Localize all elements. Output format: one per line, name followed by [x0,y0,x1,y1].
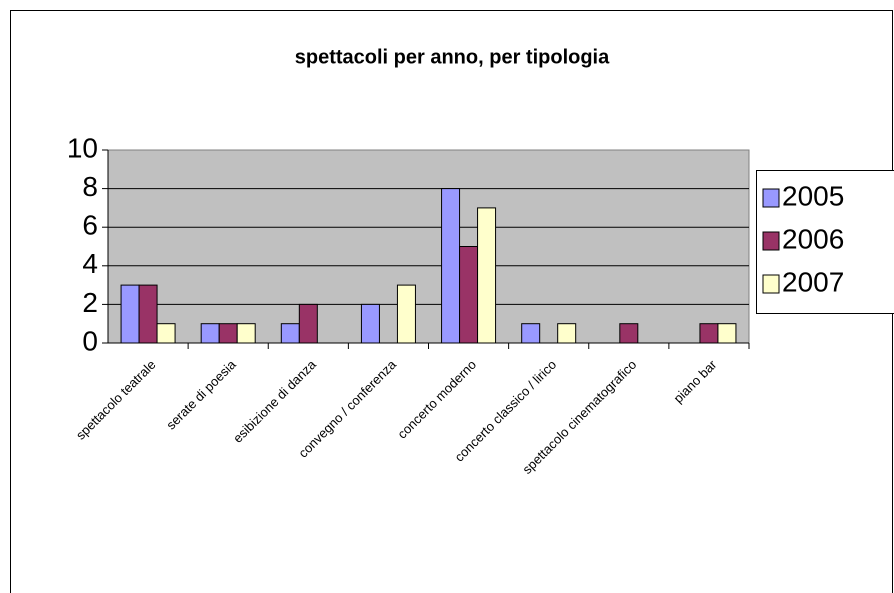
legend-label: 2006 [782,223,844,254]
bar [236,323,256,344]
bar [557,323,577,344]
bar [156,323,176,344]
y-tick-label: 4 [82,248,98,279]
bar [619,323,639,344]
bar [280,323,300,344]
legend-label: 2007 [782,266,844,297]
bar [459,246,479,344]
bar [218,323,238,344]
bar [477,207,497,344]
y-tick-label: 2 [82,287,98,318]
bar [360,303,380,344]
legend-swatch [762,188,780,208]
bar [717,323,737,344]
bar [120,284,140,344]
y-tick-label: 6 [82,210,98,241]
bar [138,284,158,344]
y-tick-label: 0 [82,325,98,356]
plot-area [107,149,750,344]
bar [298,303,318,344]
bar [699,323,719,344]
bar [441,188,461,344]
y-tick-label: 10 [67,132,98,163]
chart-title: spettacoli per anno, per tipologia [295,46,610,68]
legend-swatch [762,231,780,251]
bar [396,284,416,344]
legend-swatch [762,274,780,294]
bar [521,323,541,344]
legend-label: 2005 [782,180,844,211]
y-tick-label: 8 [82,171,98,202]
bar [200,323,220,344]
